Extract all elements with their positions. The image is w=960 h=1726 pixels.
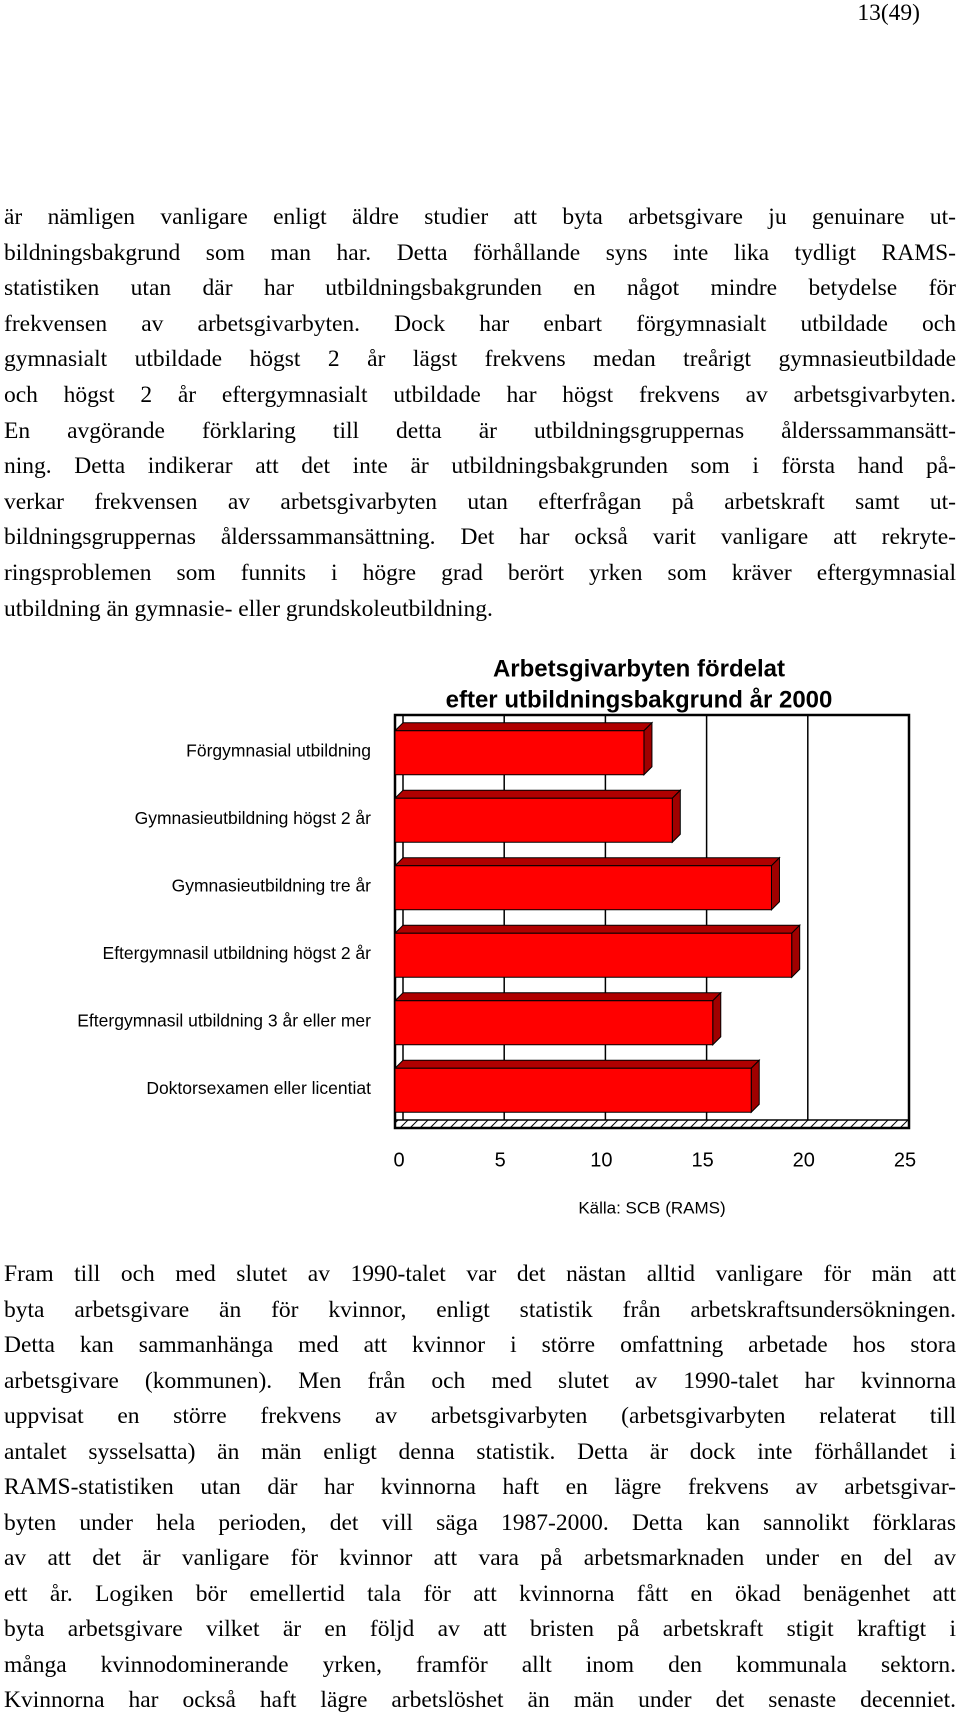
text-line: ning. Detta indikerar att det inte är ut… bbox=[4, 453, 956, 480]
text-line: arbetsgivare (kommunen). Men från och me… bbox=[4, 1367, 956, 1394]
text-line: frekvensen av arbetsgivarbyten. Dock har… bbox=[4, 310, 956, 337]
y-tick-label: Gymnasieutbildning tre år bbox=[172, 875, 372, 895]
chart-source: Källa: SCB (RAMS) bbox=[578, 1198, 725, 1217]
bar-side bbox=[643, 721, 653, 776]
bar-top bbox=[393, 992, 722, 1002]
bar-top bbox=[393, 924, 801, 934]
chart-title: Arbetsgivarbyten fördelat bbox=[493, 655, 785, 682]
text-line: Kvinnorna har också haft lägre arbetslös… bbox=[4, 1687, 956, 1713]
x-tick-label: 15 bbox=[691, 1149, 713, 1171]
bar-side bbox=[671, 789, 681, 844]
text-line: bildningsgruppernas ålderssammansättning… bbox=[4, 524, 956, 551]
text-line: En avgörande förklaring till detta är ut… bbox=[4, 417, 956, 444]
text-line: ett år. Logiken bör emellertid tala för … bbox=[4, 1580, 956, 1607]
bar-side bbox=[750, 1059, 760, 1114]
text-line: av att det är vanligare för kvinnor att … bbox=[4, 1545, 956, 1571]
floor bbox=[394, 1119, 910, 1129]
y-tick-label: Doktorsexamen eller licentiat bbox=[146, 1078, 371, 1098]
bar bbox=[394, 797, 673, 843]
x-tick-label: 10 bbox=[590, 1149, 612, 1171]
text-line: gymnasialt utbildade högst 2 år lägst fr… bbox=[4, 346, 956, 373]
text-line: Fram till och med slutet av 1990-talet v… bbox=[4, 1261, 956, 1287]
text-line: är nämligen vanligare enligt äldre studi… bbox=[4, 204, 956, 230]
y-tick-label: Eftergymnasil utbildning 3 år eller mer bbox=[77, 1010, 371, 1030]
y-tick-label: Förgymnasial utbildning bbox=[186, 740, 371, 760]
bar bbox=[394, 1067, 752, 1113]
text-line: uppvisat en större frekvens av arbetsgiv… bbox=[4, 1403, 956, 1429]
text-line: RAMS-statistiken utan där har kvinnorna … bbox=[4, 1474, 956, 1500]
text-line: byta arbetsgivare vilket är en följd av … bbox=[4, 1616, 956, 1642]
text-line: Detta kan sammanhänga med att kvinnor i … bbox=[4, 1332, 956, 1358]
text-line: antalet sysselsatta) än män enligt denna… bbox=[4, 1438, 956, 1465]
bar-top bbox=[393, 789, 682, 799]
text-line: byta arbetsgivare än för kvinnor, enligt… bbox=[4, 1296, 956, 1323]
x-tick-label: 20 bbox=[793, 1149, 815, 1171]
bar-side bbox=[770, 856, 780, 911]
bar bbox=[394, 932, 793, 978]
chart-title: efter utbildningsbakgrund år 2000 bbox=[446, 686, 833, 713]
bar-side bbox=[791, 924, 801, 979]
text-line: ringsproblemen som funnits i högre grad … bbox=[4, 560, 956, 586]
page-number: 13(49) bbox=[857, 0, 920, 26]
text-line: utbildning än gymnasie- eller grundskole… bbox=[4, 595, 493, 622]
y-tick-label: Gymnasieutbildning högst 2 år bbox=[135, 808, 372, 828]
bar-top bbox=[393, 1059, 761, 1069]
text-line: statistiken utan där har utbildningsbakg… bbox=[4, 275, 956, 302]
text-line: byten under hela perioden, det vill säga… bbox=[4, 1509, 956, 1536]
y-tick-label: Eftergymnasil utbildning högst 2 år bbox=[103, 943, 372, 963]
bar-top bbox=[393, 857, 781, 867]
bar bbox=[394, 1000, 714, 1046]
bar bbox=[394, 730, 645, 776]
x-tick-label: 5 bbox=[495, 1149, 506, 1171]
text-line: många kvinnodominerande yrken, framför a… bbox=[4, 1651, 956, 1678]
bar bbox=[394, 865, 772, 911]
text-line: verkar frekvensen av arbetsgivarbyten ut… bbox=[4, 488, 956, 515]
text-line: och högst 2 år eftergymnasialt utbildade… bbox=[4, 382, 956, 408]
bar-side bbox=[712, 991, 722, 1046]
text-line: bildningsbakgrund som man har. Detta för… bbox=[4, 239, 956, 266]
bar-top bbox=[393, 722, 654, 732]
x-tick-label: 25 bbox=[894, 1149, 916, 1171]
x-tick-label: 0 bbox=[393, 1149, 404, 1171]
